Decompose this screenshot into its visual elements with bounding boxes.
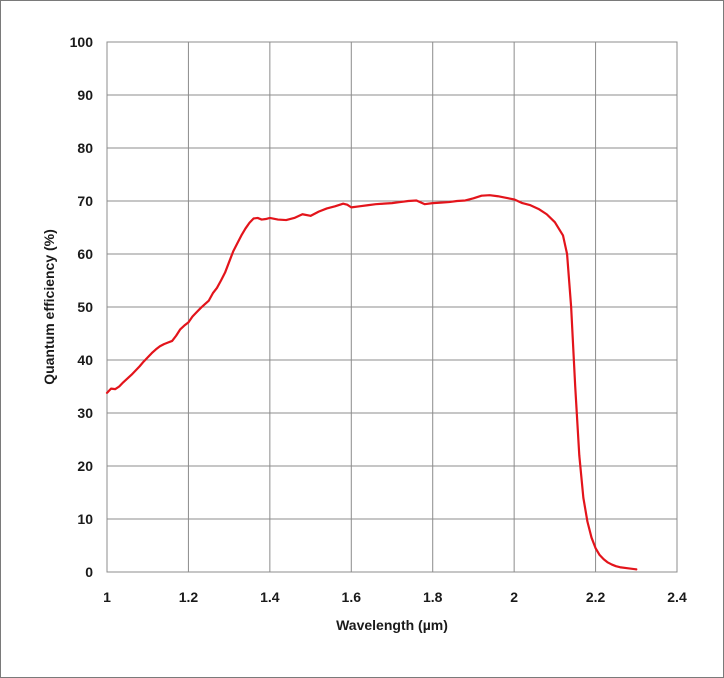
grid-lines	[106, 41, 678, 573]
y-tick-label: 50	[77, 299, 93, 315]
x-tick-label: 2.4	[667, 589, 687, 605]
x-axis-ticks: 1 1.2 1.4 1.6 1.8 2 2.2 2.4	[103, 589, 687, 605]
y-tick-label: 70	[77, 193, 93, 209]
quantum-efficiency-line	[105, 194, 638, 571]
y-tick-label: 90	[77, 87, 93, 103]
y-tick-label: 80	[77, 140, 93, 156]
y-tick-label: 40	[77, 352, 93, 368]
x-tick-label: 1.8	[423, 589, 443, 605]
y-tick-label: 60	[77, 246, 93, 262]
y-tick-label: 10	[77, 511, 93, 527]
y-axis-label: Quantum efficiency (%)	[41, 229, 57, 385]
y-tick-label: 100	[70, 34, 94, 50]
x-tick-label: 2.2	[586, 589, 606, 605]
y-tick-label: 0	[85, 564, 93, 580]
y-tick-label: 30	[77, 405, 93, 421]
x-tick-label: 1	[103, 589, 111, 605]
x-tick-label: 2	[510, 589, 518, 605]
plot-area-border	[106, 41, 678, 573]
x-axis-label: Wavelength (µm)	[336, 617, 448, 633]
y-tick-label: 20	[77, 458, 93, 474]
y-axis-ticks: 0 10 20 30 40 50 60 70 80 90 100	[70, 34, 94, 580]
x-tick-label: 1.2	[179, 589, 199, 605]
x-tick-label: 1.6	[342, 589, 362, 605]
x-tick-label: 1.4	[260, 589, 280, 605]
